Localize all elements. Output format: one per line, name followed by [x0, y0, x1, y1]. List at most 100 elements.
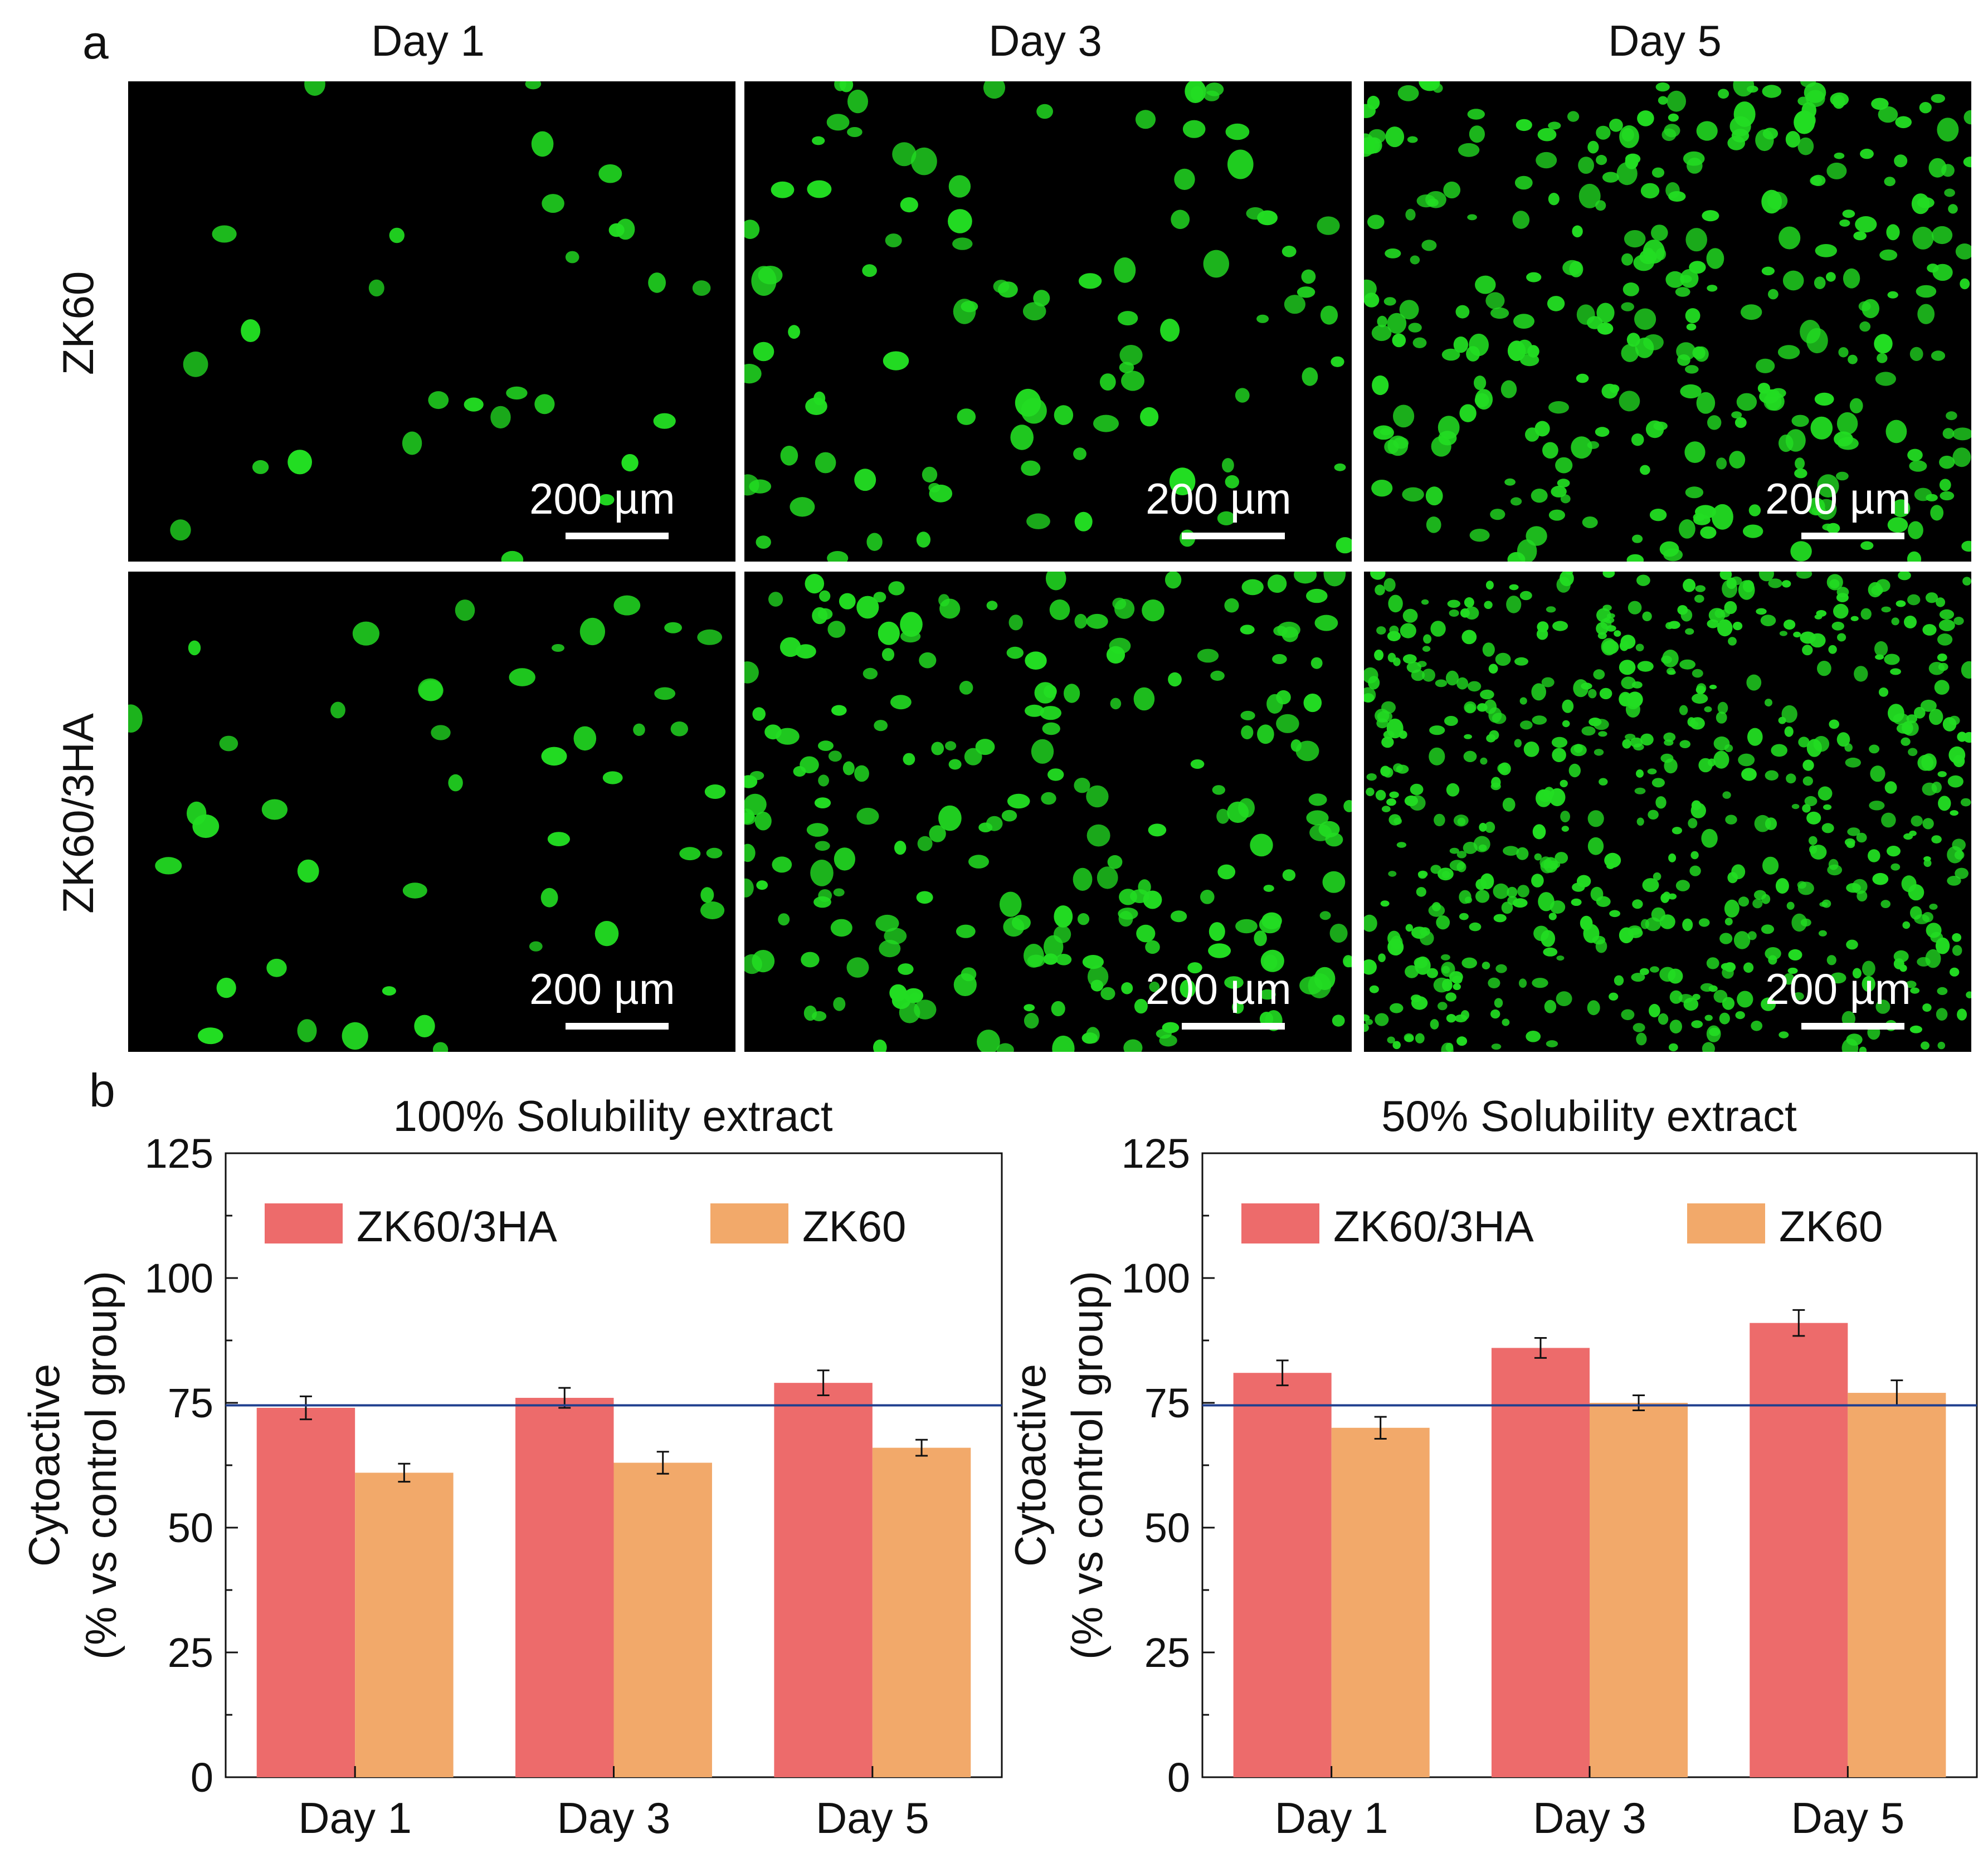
cell	[1885, 420, 1907, 443]
cell	[1724, 962, 1736, 972]
y-tick-label: 50	[1144, 1505, 1190, 1551]
cell	[1937, 118, 1959, 142]
cell	[1844, 743, 1853, 752]
cell-layer	[1364, 81, 1971, 562]
cell	[826, 114, 850, 131]
cell	[1677, 605, 1688, 615]
cell	[1811, 506, 1826, 515]
cell	[1931, 94, 1945, 103]
cell	[1696, 683, 1707, 694]
cell	[1920, 699, 1937, 712]
cell	[1052, 1035, 1075, 1052]
cell	[1751, 1021, 1763, 1031]
cell	[1668, 968, 1683, 984]
cell	[756, 535, 771, 549]
cell	[633, 723, 645, 736]
cell	[1733, 81, 1755, 97]
cell	[1635, 643, 1644, 652]
cell	[1846, 939, 1858, 950]
cell	[368, 279, 384, 297]
cell	[744, 661, 759, 684]
cell	[1434, 813, 1445, 827]
cell	[1225, 475, 1239, 489]
cell	[1555, 457, 1573, 474]
y-tick-label: 75	[1144, 1380, 1190, 1426]
cell	[1675, 287, 1690, 297]
cell	[806, 823, 829, 837]
cell	[304, 81, 325, 96]
cell	[1743, 962, 1754, 973]
cell	[706, 847, 723, 859]
cell	[1899, 964, 1907, 972]
cell	[1051, 1001, 1065, 1017]
cell	[1762, 85, 1782, 98]
cell	[1796, 572, 1812, 579]
cell	[664, 622, 682, 633]
cell	[1514, 657, 1528, 666]
cell	[1537, 128, 1557, 142]
cell	[1814, 276, 1826, 289]
cell	[1217, 511, 1235, 526]
cell	[1381, 806, 1391, 812]
cell	[1571, 898, 1582, 906]
cell	[1911, 815, 1923, 827]
cell	[1306, 810, 1329, 826]
cell	[827, 551, 849, 562]
cell	[1430, 865, 1441, 874]
cell	[1881, 606, 1891, 613]
cell	[977, 1030, 1000, 1052]
cell	[854, 765, 869, 782]
cell	[1560, 779, 1568, 788]
cell	[1871, 585, 1883, 596]
cell	[873, 592, 886, 603]
y-tick-label: 25	[168, 1630, 213, 1676]
cell	[1724, 918, 1733, 926]
cell	[1044, 685, 1057, 699]
cell	[1464, 701, 1477, 714]
cell	[1957, 1008, 1967, 1021]
cell	[1692, 693, 1708, 704]
cell	[1493, 883, 1509, 899]
cell	[1587, 140, 1599, 154]
cell	[1310, 657, 1323, 669]
cell	[1884, 781, 1897, 794]
cell	[1491, 1043, 1502, 1050]
cell	[1021, 398, 1047, 424]
cell	[1170, 467, 1196, 495]
cell	[1534, 421, 1550, 437]
cell	[1599, 687, 1612, 700]
cell	[1693, 513, 1705, 521]
cell	[1836, 471, 1849, 481]
cell	[579, 617, 605, 646]
cell	[1676, 342, 1696, 360]
cell	[1800, 631, 1816, 644]
cell	[1531, 683, 1546, 701]
cell	[878, 621, 900, 645]
cell	[1788, 949, 1802, 960]
cell	[1402, 654, 1417, 664]
cell	[1571, 436, 1592, 459]
cell	[608, 223, 625, 237]
cell	[1875, 999, 1890, 1014]
cell	[1414, 957, 1428, 969]
cell	[1479, 822, 1487, 832]
cell	[1391, 943, 1402, 956]
cell	[1511, 497, 1522, 506]
cell	[1402, 487, 1424, 502]
cell	[1800, 918, 1811, 927]
cell	[1731, 411, 1742, 419]
cell	[1235, 388, 1250, 403]
cell	[1786, 901, 1795, 910]
cell	[1733, 931, 1751, 949]
cell	[1025, 704, 1044, 717]
cell	[1001, 809, 1017, 822]
cell	[1054, 925, 1071, 943]
cell	[1430, 1019, 1439, 1030]
cell	[1614, 975, 1624, 986]
cell	[1953, 617, 1964, 625]
cell	[1371, 325, 1392, 342]
y-tick-label: 100	[145, 1255, 213, 1301]
cell	[155, 857, 182, 875]
cell	[1548, 509, 1565, 521]
cell	[1364, 133, 1375, 157]
